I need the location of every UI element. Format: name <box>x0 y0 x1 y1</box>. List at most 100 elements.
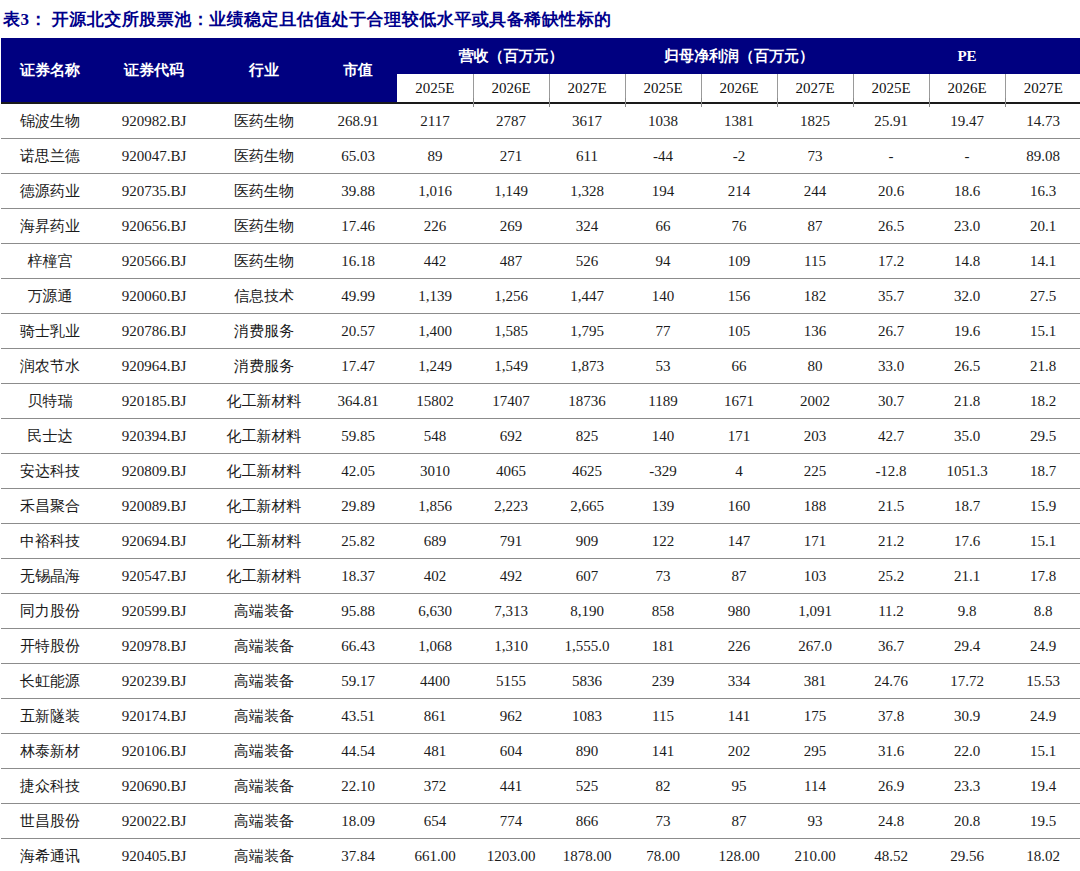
pe-2027e-cell: 15.1 <box>1005 524 1080 559</box>
stock-name-cell: 五新隧装 <box>1 699 99 734</box>
table-row: 禾昌聚合920089.BJ化工新材料29.891,8562,2232,66513… <box>1 489 1080 524</box>
rev-2026e-cell: 4065 <box>473 454 549 489</box>
industry-cell: 消费服务 <box>209 349 319 384</box>
profit-2026e-cell: 105 <box>701 314 777 349</box>
table-row: 林泰新材920106.BJ高端装备44.54481604890141202295… <box>1 734 1080 769</box>
stock-code-cell: 920060.BJ <box>99 279 209 314</box>
rev-2026e-cell: 1,549 <box>473 349 549 384</box>
table-row: 长虹能源920239.BJ高端装备59.17440051555836239334… <box>1 664 1080 699</box>
profit-2026e-cell: 202 <box>701 734 777 769</box>
rev-2025e-cell: 1,249 <box>397 349 473 384</box>
profit-2025e-cell: 1038 <box>625 103 701 139</box>
market-cap-cell: 37.84 <box>319 839 397 871</box>
year-column-header: 2026E <box>701 74 777 103</box>
stock-name-cell: 捷众科技 <box>1 769 99 804</box>
rev-2025e-cell: 481 <box>397 734 473 769</box>
rev-2025e-cell: 6,630 <box>397 594 473 629</box>
industry-cell: 消费服务 <box>209 314 319 349</box>
rev-2025e-cell: 4400 <box>397 664 473 699</box>
pe-2025e-cell: 26.7 <box>853 314 929 349</box>
industry-cell: 化工新材料 <box>209 524 319 559</box>
market-cap-cell: 66.43 <box>319 629 397 664</box>
stock-name-cell: 中裕科技 <box>1 524 99 559</box>
column-header-code: 证券代码 <box>99 38 209 103</box>
pe-2027e-cell: 21.8 <box>1005 349 1080 384</box>
rev-2026e-cell: 962 <box>473 699 549 734</box>
rev-2025e-cell: 654 <box>397 804 473 839</box>
pe-2027e-cell: 17.8 <box>1005 559 1080 594</box>
table-row: 德源药业920735.BJ医药生物39.881,0161,1491,328194… <box>1 174 1080 209</box>
pe-2027e-cell: 15.1 <box>1005 314 1080 349</box>
profit-2027e-cell: 182 <box>777 279 853 314</box>
stock-name-cell: 海希通讯 <box>1 839 99 871</box>
stock-name-cell: 万源通 <box>1 279 99 314</box>
stock-code-cell: 920978.BJ <box>99 629 209 664</box>
profit-2027e-cell: 225 <box>777 454 853 489</box>
profit-2025e-cell: 77 <box>625 314 701 349</box>
rev-2025e-cell: 3010 <box>397 454 473 489</box>
year-column-header: 2025E <box>625 74 701 103</box>
pe-2026e-cell: 9.8 <box>929 594 1005 629</box>
pe-2025e-cell: 42.7 <box>853 419 929 454</box>
pe-2025e-cell: 24.76 <box>853 664 929 699</box>
table-row: 五新隧装920174.BJ高端装备43.51861962108311514117… <box>1 699 1080 734</box>
market-cap-cell: 65.03 <box>319 139 397 174</box>
table-row: 安达科技920809.BJ化工新材料42.05301040654625-3294… <box>1 454 1080 489</box>
pe-2027e-cell: 15.9 <box>1005 489 1080 524</box>
market-cap-cell: 18.09 <box>319 804 397 839</box>
rev-2026e-cell: 791 <box>473 524 549 559</box>
profit-2027e-cell: 188 <box>777 489 853 524</box>
pe-2026e-cell: 21.8 <box>929 384 1005 419</box>
market-cap-cell: 16.18 <box>319 244 397 279</box>
profit-2026e-cell: 156 <box>701 279 777 314</box>
rev-2027e-cell: 1,447 <box>549 279 625 314</box>
pe-2025e-cell: 33.0 <box>853 349 929 384</box>
profit-2025e-cell: 139 <box>625 489 701 524</box>
pe-2025e-cell: 21.5 <box>853 489 929 524</box>
rev-2027e-cell: 1878.00 <box>549 839 625 871</box>
table-row: 海希通讯920405.BJ高端装备37.84661.001203.001878.… <box>1 839 1080 871</box>
stock-code-cell: 920174.BJ <box>99 699 209 734</box>
industry-cell: 医药生物 <box>209 244 319 279</box>
year-column-header: 2025E <box>397 74 473 103</box>
table-title: 表3： 开源北交所股票池：业绩稳定且估值处于合理较低水平或具备稀缺性标的 <box>1 0 1079 38</box>
profit-2027e-cell: 381 <box>777 664 853 699</box>
rev-2025e-cell: 1,856 <box>397 489 473 524</box>
rev-2025e-cell: 15802 <box>397 384 473 419</box>
profit-2027e-cell: 2002 <box>777 384 853 419</box>
rev-2026e-cell: 1,585 <box>473 314 549 349</box>
stock-code-cell: 920106.BJ <box>99 734 209 769</box>
stock-name-cell: 世昌股份 <box>1 804 99 839</box>
stock-name-cell: 开特股份 <box>1 629 99 664</box>
stock-code-cell: 920239.BJ <box>99 664 209 699</box>
stock-name-cell: 诺思兰德 <box>1 139 99 174</box>
industry-cell: 医药生物 <box>209 139 319 174</box>
stock-name-cell: 禾昌聚合 <box>1 489 99 524</box>
rev-2027e-cell: 611 <box>549 139 625 174</box>
pe-2025e-cell: 25.2 <box>853 559 929 594</box>
rev-2027e-cell: 5836 <box>549 664 625 699</box>
industry-cell: 化工新材料 <box>209 489 319 524</box>
profit-2025e-cell: 140 <box>625 419 701 454</box>
rev-2025e-cell: 402 <box>397 559 473 594</box>
pe-2026e-cell: 17.6 <box>929 524 1005 559</box>
profit-2027e-cell: 73 <box>777 139 853 174</box>
profit-2025e-cell: 181 <box>625 629 701 664</box>
profit-2026e-cell: 109 <box>701 244 777 279</box>
market-cap-cell: 17.47 <box>319 349 397 384</box>
profit-2025e-cell: 82 <box>625 769 701 804</box>
table-row: 同力股份920599.BJ高端装备95.886,6307,3138,190858… <box>1 594 1080 629</box>
market-cap-cell: 59.17 <box>319 664 397 699</box>
profit-2025e-cell: 78.00 <box>625 839 701 871</box>
stock-code-cell: 920809.BJ <box>99 454 209 489</box>
rev-2026e-cell: 441 <box>473 769 549 804</box>
rev-2026e-cell: 271 <box>473 139 549 174</box>
rev-2027e-cell: 8,190 <box>549 594 625 629</box>
stock-code-cell: 920394.BJ <box>99 419 209 454</box>
rev-2026e-cell: 269 <box>473 209 549 244</box>
industry-cell: 化工新材料 <box>209 454 319 489</box>
rev-2025e-cell: 226 <box>397 209 473 244</box>
rev-2026e-cell: 7,313 <box>473 594 549 629</box>
stock-code-cell: 920185.BJ <box>99 384 209 419</box>
table-body: 锦波生物920982.BJ医药生物268.9121172787361710381… <box>1 103 1080 871</box>
